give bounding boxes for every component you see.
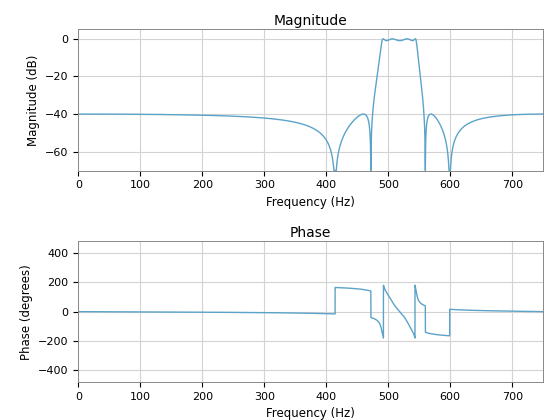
Title: Phase: Phase — [290, 226, 332, 240]
X-axis label: Frequency (Hz): Frequency (Hz) — [267, 196, 355, 209]
Title: Magnitude: Magnitude — [274, 14, 348, 28]
Y-axis label: Magnitude (dB): Magnitude (dB) — [27, 54, 40, 146]
Y-axis label: Phase (degrees): Phase (degrees) — [20, 264, 32, 360]
X-axis label: Frequency (Hz): Frequency (Hz) — [267, 407, 355, 420]
